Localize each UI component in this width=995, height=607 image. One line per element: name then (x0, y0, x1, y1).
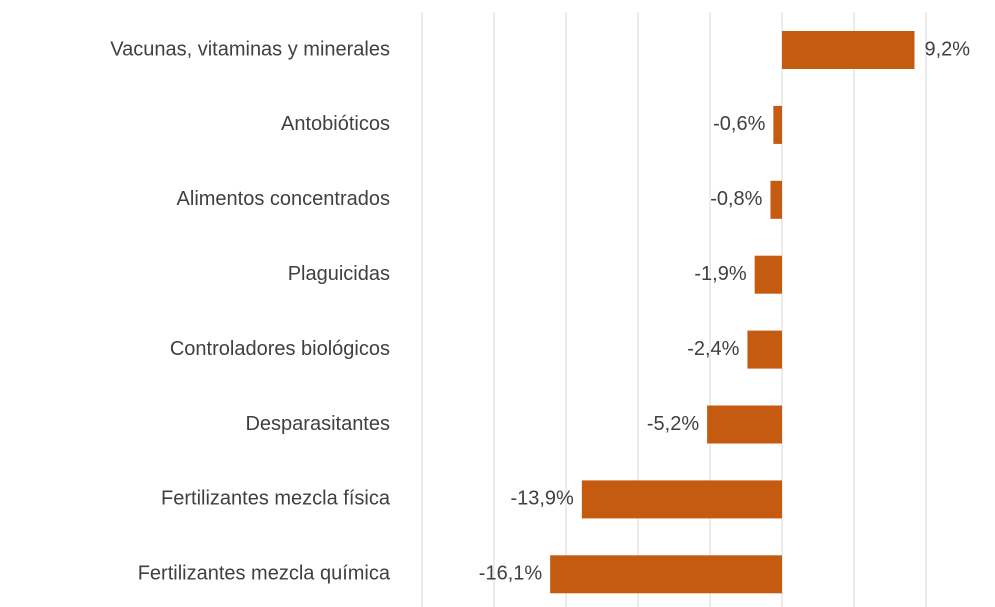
bar (707, 405, 782, 444)
value-label: -1,9% (694, 263, 746, 285)
value-label: -0,6% (713, 113, 765, 135)
value-label: -16,1% (479, 563, 543, 585)
category-label: Desparasitantes (245, 413, 390, 435)
value-label: 9,2% (924, 38, 970, 60)
category-label: Fertilizantes mezcla física (161, 488, 391, 510)
category-label: Plaguicidas (288, 263, 390, 285)
bar (773, 105, 782, 144)
bar (581, 480, 782, 519)
category-label: Fertilizantes mezcla química (138, 563, 391, 585)
category-label: Controladores biológicos (170, 338, 390, 360)
category-label: Alimentos concentrados (177, 188, 390, 210)
value-label: -13,9% (510, 488, 574, 510)
category-label: Vacunas, vitaminas y minerales (110, 38, 390, 60)
bar (550, 555, 782, 594)
bar (754, 255, 782, 294)
value-label: -2,4% (687, 338, 739, 360)
bar (770, 180, 782, 219)
value-label: -0,8% (710, 188, 762, 210)
value-label: -5,2% (647, 413, 699, 435)
category-label: Antobióticos (281, 113, 390, 135)
bar (747, 330, 782, 369)
bar (782, 31, 915, 69)
